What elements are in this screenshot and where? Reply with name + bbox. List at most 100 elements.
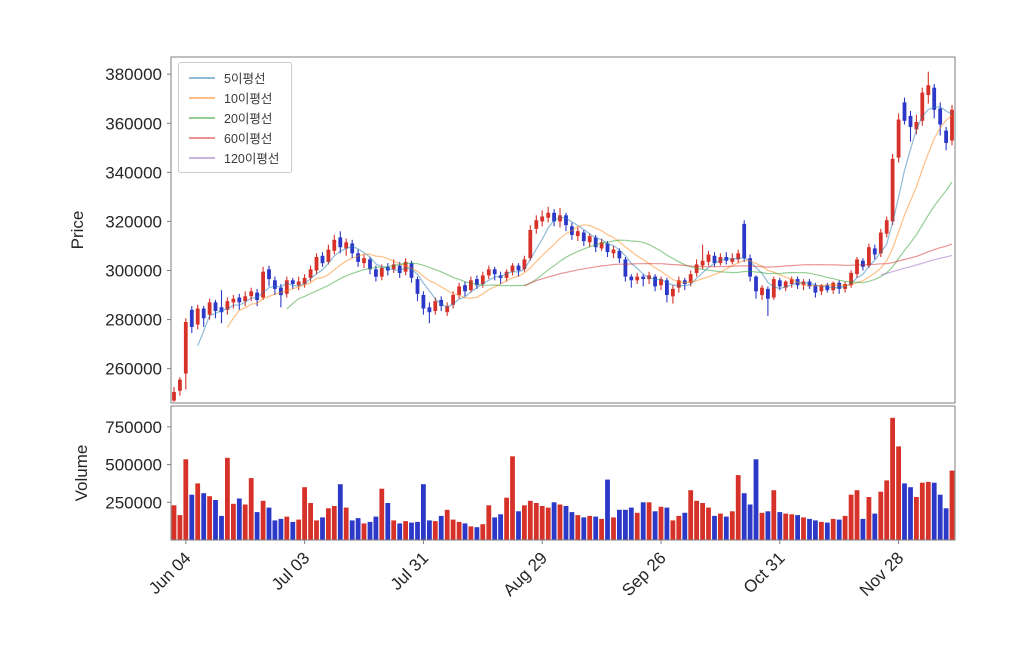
- volume-bar: [646, 502, 652, 540]
- candle-body: [172, 392, 176, 401]
- candle-body: [777, 280, 782, 287]
- candle-body: [213, 302, 218, 311]
- volume-tick-label: 250000: [105, 493, 162, 512]
- candle-body: [433, 301, 438, 311]
- date-tick-label: Sep 26: [618, 548, 670, 600]
- ma-line-5: [197, 106, 953, 347]
- candle-body: [575, 231, 580, 237]
- volume-bar: [171, 505, 177, 540]
- candle-body: [207, 302, 212, 315]
- volume-bar: [260, 500, 266, 540]
- candle-body: [504, 271, 509, 278]
- candle-body: [665, 280, 669, 295]
- legend-item-ma60: 60이평선: [189, 130, 279, 146]
- volume-bar: [914, 497, 919, 540]
- candle-body: [671, 288, 675, 297]
- ma60-line-swatch-icon: [189, 136, 215, 139]
- volume-bar: [539, 506, 545, 540]
- ma-line-10: [226, 114, 953, 328]
- candle-body: [676, 280, 681, 288]
- candle-body: [344, 242, 349, 249]
- volume-bar: [201, 493, 207, 540]
- volume-bars: [171, 417, 955, 541]
- volume-bar: [777, 512, 783, 540]
- volume-bar: [902, 483, 907, 540]
- candle-body: [273, 280, 277, 289]
- volume-bar: [183, 459, 189, 540]
- volume-bar: [807, 518, 812, 540]
- candle-body: [201, 308, 206, 319]
- volume-bar: [385, 503, 391, 540]
- candle-body: [599, 242, 604, 249]
- volume-bar: [421, 484, 426, 540]
- price-panel-border: [170, 56, 956, 404]
- price-tick-label: 360000: [105, 114, 162, 133]
- legend-label: 60이평선: [224, 132, 273, 146]
- volume-bar: [225, 457, 230, 540]
- candle-body: [492, 269, 497, 275]
- volume-bar: [878, 491, 884, 540]
- candle-body: [789, 279, 794, 284]
- candle-body: [243, 296, 248, 302]
- volume-bar: [937, 494, 943, 540]
- date-tick-label: Oct 31: [740, 548, 789, 597]
- volume-bar: [409, 522, 414, 540]
- candle-body: [231, 298, 236, 303]
- candle-body: [920, 92, 925, 121]
- candle-body: [403, 261, 408, 272]
- volume-bar: [284, 516, 290, 540]
- volume-bar: [456, 521, 462, 540]
- volume-bar: [819, 521, 824, 540]
- volume-bar: [771, 490, 777, 540]
- volume-bar: [688, 490, 694, 540]
- candle-body: [290, 280, 295, 284]
- volume-bar: [628, 507, 634, 540]
- candle-body: [261, 271, 265, 298]
- volume-bar: [718, 513, 723, 540]
- candle-body: [653, 276, 657, 287]
- candle-body: [219, 307, 224, 313]
- candle-body: [302, 277, 307, 284]
- candle-body: [771, 279, 776, 298]
- candle-body: [754, 276, 758, 292]
- volume-bar: [634, 512, 640, 540]
- volume-bar: [611, 517, 616, 540]
- candle-body: [926, 85, 931, 95]
- candle-body: [374, 269, 378, 277]
- candle-body: [516, 265, 521, 271]
- candle-body: [908, 115, 913, 127]
- candle-body: [356, 253, 360, 262]
- volume-bar: [931, 482, 937, 540]
- volume-bar: [254, 512, 260, 540]
- candle-body: [368, 259, 372, 270]
- candle-body: [249, 291, 254, 297]
- price-axis-label: Price: [68, 210, 87, 250]
- volume-bar: [848, 494, 854, 540]
- candle-body: [397, 265, 402, 273]
- candle-body: [469, 280, 473, 291]
- candle-body: [587, 236, 592, 243]
- volume-bar: [700, 503, 705, 540]
- candle-body: [552, 212, 556, 222]
- candle-body: [819, 285, 824, 292]
- volume-bar: [545, 507, 551, 540]
- volume-bar: [415, 521, 420, 540]
- volume-bar: [694, 500, 699, 540]
- volume-bar: [468, 526, 474, 540]
- volume-bar: [830, 518, 836, 540]
- candle-body: [178, 379, 182, 391]
- price-tick-label: 340000: [105, 163, 162, 182]
- candle-body: [558, 215, 562, 222]
- volume-bar: [432, 521, 438, 540]
- volume-bar: [795, 515, 800, 540]
- price-axis-ticks: 260000 280000 300000 320000 340000 360000 3800…: [105, 65, 171, 379]
- candle-body: [189, 309, 194, 327]
- candle-body: [314, 257, 319, 271]
- candle-body: [878, 232, 883, 254]
- volume-bar: [444, 509, 450, 540]
- volume-bar: [599, 518, 604, 540]
- candle-body: [623, 259, 628, 277]
- volume-bar: [533, 503, 539, 540]
- candle-body: [950, 109, 954, 141]
- candle-body: [742, 223, 747, 259]
